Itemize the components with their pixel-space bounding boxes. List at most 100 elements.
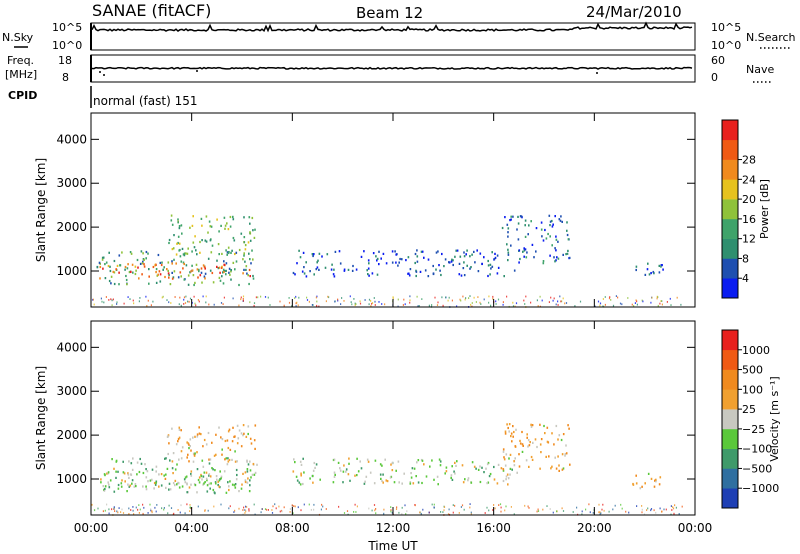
cell <box>435 268 437 271</box>
plot-frame <box>90 112 696 308</box>
cell <box>492 295 494 298</box>
cell <box>477 296 479 298</box>
cell <box>510 435 512 438</box>
cell <box>443 506 446 508</box>
cell <box>117 470 119 473</box>
cell <box>115 470 117 473</box>
cell <box>111 299 113 302</box>
cell <box>242 295 245 298</box>
cell <box>567 249 569 252</box>
cell <box>190 270 192 273</box>
cell <box>226 463 229 466</box>
cell <box>469 255 471 258</box>
cell <box>557 438 559 441</box>
cell <box>504 432 507 435</box>
cell <box>317 259 319 262</box>
cell <box>604 296 606 298</box>
cell <box>235 478 238 481</box>
cell <box>450 476 452 479</box>
cell <box>661 300 663 302</box>
cell <box>415 270 418 273</box>
cell <box>332 481 335 484</box>
cell <box>129 251 132 254</box>
cell <box>192 274 195 277</box>
cell <box>512 435 514 438</box>
cell <box>433 478 435 481</box>
cell <box>214 481 217 484</box>
cell <box>187 247 189 250</box>
cell <box>551 244 553 247</box>
cell <box>368 274 370 277</box>
cell <box>223 260 225 263</box>
cell <box>652 270 655 274</box>
cell <box>183 278 186 281</box>
cell <box>174 296 176 298</box>
cell <box>196 433 199 436</box>
cell <box>604 303 606 306</box>
cell <box>374 300 376 303</box>
cell <box>289 508 291 510</box>
cell <box>448 508 450 511</box>
cell <box>201 459 204 462</box>
cell <box>534 438 537 441</box>
cell <box>200 475 203 478</box>
cell <box>207 257 210 260</box>
cell <box>503 275 505 278</box>
cell <box>423 463 425 466</box>
cell <box>231 249 233 252</box>
cell <box>597 300 600 303</box>
cell <box>125 274 127 278</box>
cell <box>581 513 583 516</box>
cell <box>170 219 173 222</box>
cell <box>507 231 509 234</box>
cell <box>302 251 305 254</box>
cell <box>110 282 112 285</box>
cell <box>554 247 556 250</box>
cell <box>463 251 465 254</box>
cell <box>349 295 351 298</box>
cell <box>374 304 376 306</box>
cell <box>118 271 120 274</box>
cell <box>281 510 283 513</box>
cell <box>504 464 507 467</box>
cell <box>542 508 544 511</box>
cell <box>193 246 196 249</box>
cell <box>120 511 122 513</box>
cell <box>113 507 115 510</box>
cell <box>496 272 499 275</box>
cell <box>455 249 457 252</box>
nsky-trace <box>91 21 693 33</box>
cell <box>306 296 308 299</box>
cell <box>503 456 505 459</box>
cell <box>303 503 305 506</box>
cell <box>403 472 405 475</box>
cell <box>131 468 134 471</box>
cell <box>319 478 321 481</box>
cell <box>104 487 106 491</box>
cell <box>440 273 442 277</box>
cell <box>201 224 203 227</box>
cell <box>102 256 105 259</box>
cell <box>172 247 175 250</box>
cell <box>132 506 134 508</box>
cell <box>198 481 201 484</box>
cell <box>190 470 193 473</box>
cell <box>217 243 220 246</box>
cell <box>574 305 576 307</box>
cell <box>441 296 443 299</box>
cell <box>177 218 179 221</box>
cell <box>185 475 188 478</box>
cell <box>124 265 127 269</box>
cell <box>142 252 144 255</box>
cell <box>460 299 462 302</box>
cell <box>121 251 123 254</box>
cell <box>187 442 190 445</box>
cell <box>211 467 213 470</box>
cell <box>202 445 204 448</box>
cell <box>535 227 538 230</box>
cell <box>353 298 355 300</box>
cell <box>617 296 619 299</box>
cell <box>245 268 247 271</box>
cell <box>303 471 305 474</box>
colorbar-swatch <box>722 120 738 141</box>
